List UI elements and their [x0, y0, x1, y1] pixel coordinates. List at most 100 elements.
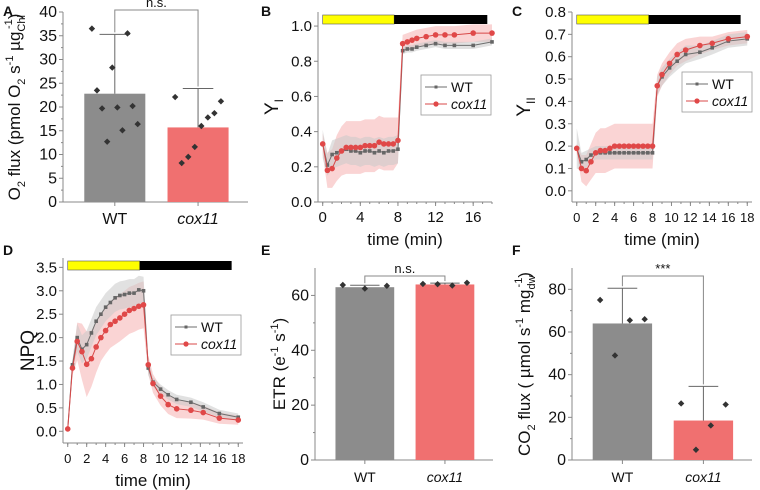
y-axis-label: YI: [262, 99, 286, 115]
data-point-cox11: [376, 139, 382, 145]
bar-WT: [335, 287, 395, 460]
data-point-WT: [335, 150, 339, 155]
legend-marker-cox11: [183, 341, 189, 347]
y-tick-label: 0: [300, 452, 309, 469]
data-point-cox11: [165, 401, 171, 408]
data-point-cox11: [659, 71, 665, 78]
legend-label-cox11: cox11: [451, 96, 487, 112]
data-point: [114, 104, 121, 111]
data-point-cox11: [489, 30, 495, 36]
data-point-cox11: [470, 30, 476, 36]
x-tick-label: WT: [354, 469, 376, 485]
data-point-WT: [391, 149, 396, 153]
x-tick-label: 14: [702, 210, 716, 225]
data-point-WT: [146, 366, 151, 370]
panel-label-B: B: [261, 3, 271, 19]
data-point-WT: [410, 47, 414, 51]
data-point-WT: [608, 151, 612, 155]
data-point-WT: [353, 149, 358, 153]
data-point-WT: [349, 149, 353, 153]
y-tick-label: 0.4: [291, 124, 312, 141]
data-point-cox11: [654, 82, 661, 89]
data-point-cox11: [682, 47, 689, 53]
data-point-WT: [94, 319, 98, 324]
data-point-WT: [236, 415, 241, 420]
data-point-cox11: [635, 143, 642, 149]
data-point: [191, 143, 198, 151]
data-point-cox11: [173, 406, 180, 412]
data-point-WT: [367, 149, 372, 153]
data-point-WT: [645, 151, 650, 155]
data-point: [641, 316, 648, 323]
data-point: [434, 280, 441, 288]
data-point-cox11: [188, 407, 194, 414]
data-point-WT: [103, 305, 108, 309]
x-axis-label: time (min): [115, 471, 191, 490]
light-period-bar: [576, 14, 650, 25]
data-point: [419, 280, 427, 288]
y-tick-label: 1.0: [291, 18, 312, 35]
panel-B: 0.0 0.2 0.4 0.6 0.8 1.0 0 4 8 12 16 time (min) YI WTc…: [262, 12, 495, 249]
data-point-WT: [217, 411, 222, 416]
data-point-cox11: [592, 150, 599, 156]
data-point-cox11: [611, 143, 618, 149]
y-axis-label: ETR (e-1 s-1): [269, 318, 289, 410]
panel-C: 0.0 0.1 0.2 0.3 0.4 0.5 0.6 0.7 0.8 0 2 4 6 8 10 12 14 16…: [514, 4, 754, 249]
data-point: [134, 120, 141, 128]
data-point-WT: [189, 400, 193, 405]
light-period-bar: [67, 260, 141, 271]
x-tick-label: 16: [212, 451, 226, 466]
bar-cox11: [167, 127, 229, 202]
light-period-bar: [322, 14, 395, 25]
data-point-cox11: [451, 32, 458, 38]
y-tick-label: 0.8: [291, 53, 312, 70]
data-point-cox11: [102, 327, 109, 334]
y-tick-label: 0.5: [36, 400, 57, 417]
data-point-cox11: [157, 393, 164, 399]
x-tick-label: 4: [102, 451, 109, 466]
x-tick-label: cox11: [177, 211, 219, 228]
legend-marker-cox11: [433, 101, 439, 107]
data-point-cox11: [432, 32, 439, 38]
legend-box: [420, 74, 492, 116]
data-point-cox11: [319, 141, 326, 147]
data-point-cox11: [135, 303, 142, 310]
data-point: [692, 446, 700, 453]
x-tick-label: 0: [573, 210, 580, 225]
y-axis-label: O2 flux (pmol O2 s-1 µgChl-1): [3, 14, 28, 201]
y-axis-label: NPQ: [18, 330, 39, 371]
data-point-WT: [166, 392, 170, 397]
legend-label-WT: WT: [451, 79, 473, 95]
dark-period-bar: [394, 15, 488, 24]
y-tick-label: 80: [548, 281, 566, 298]
x-tick-label: 12: [683, 210, 697, 225]
data-point-WT: [627, 151, 631, 155]
data-point-cox11: [381, 141, 387, 147]
data-point-WT: [136, 288, 141, 292]
data-point-WT: [584, 157, 589, 162]
data-point-WT: [132, 291, 136, 295]
y-tick-label: 35: [39, 28, 57, 45]
data-point-cox11: [725, 36, 732, 42]
y-tick-label: 0.5: [545, 71, 566, 88]
data-point-WT: [710, 45, 715, 50]
data-point-WT: [108, 300, 113, 305]
y-tick-label: 0.0: [291, 194, 312, 211]
data-point-WT: [631, 151, 636, 155]
x-tick-label: cox11: [685, 469, 721, 485]
data-point-WT: [372, 150, 377, 155]
x-tick-label: 4: [611, 210, 618, 225]
x-tick-label: 16: [465, 209, 482, 226]
data-point-WT: [396, 147, 400, 152]
data-point-WT: [471, 43, 475, 48]
data-point-WT: [589, 153, 593, 157]
data-point-WT: [358, 150, 363, 155]
x-tick-label: 6: [121, 451, 128, 466]
data-point-WT: [683, 52, 688, 57]
data-point-cox11: [362, 142, 368, 149]
bar-cox11: [673, 420, 734, 460]
data-point-cox11: [583, 167, 590, 174]
data-point: [98, 105, 106, 112]
panel-label-F: F: [512, 242, 521, 258]
